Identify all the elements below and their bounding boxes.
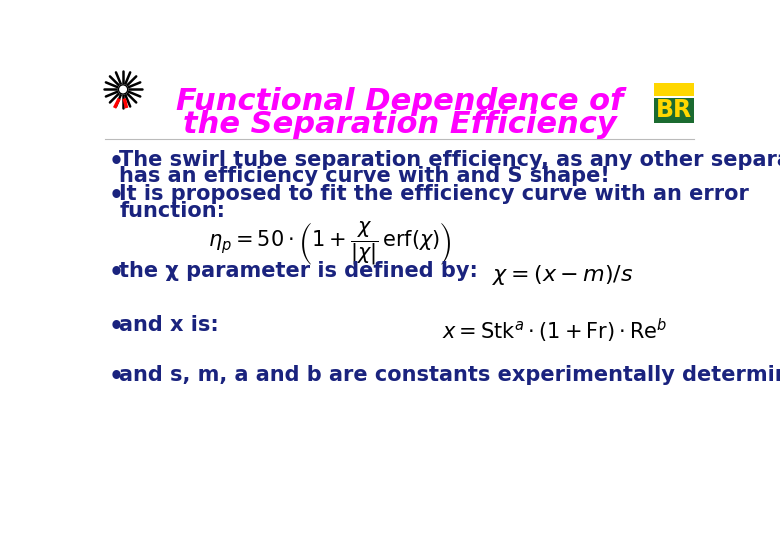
Text: $x = \mathrm{Stk}^a \cdot (1 + \mathrm{Fr}) \cdot \mathrm{Re}^b$: $x = \mathrm{Stk}^a \cdot (1 + \mathrm{F… bbox=[442, 316, 668, 345]
Circle shape bbox=[119, 85, 128, 94]
Text: Functional Dependence of: Functional Dependence of bbox=[176, 87, 623, 116]
Text: •: • bbox=[109, 184, 124, 208]
Text: BR: BR bbox=[656, 98, 692, 122]
FancyBboxPatch shape bbox=[654, 98, 694, 123]
Text: $\eta_p = 50 \cdot \left(1 + \dfrac{\chi}{|\chi|}\,\mathrm{erf}(\chi)\right)$: $\eta_p = 50 \cdot \left(1 + \dfrac{\chi… bbox=[208, 219, 452, 267]
FancyBboxPatch shape bbox=[654, 83, 694, 96]
Text: The swirl tube separation efficiency, as any other separator,: The swirl tube separation efficiency, as… bbox=[119, 150, 780, 170]
Text: •: • bbox=[109, 261, 124, 285]
Text: •: • bbox=[109, 150, 124, 173]
Text: •: • bbox=[109, 315, 124, 339]
Text: the Separation Efficiency: the Separation Efficiency bbox=[183, 110, 617, 139]
Text: the χ parameter is defined by:: the χ parameter is defined by: bbox=[119, 261, 478, 281]
Text: has an efficiency curve with and S shape!: has an efficiency curve with and S shape… bbox=[119, 166, 610, 186]
Text: •: • bbox=[109, 365, 124, 389]
Text: It is proposed to fit the efficiency curve with an error: It is proposed to fit the efficiency cur… bbox=[119, 184, 749, 204]
Text: and s, m, a and b are constants experimentally determined: and s, m, a and b are constants experime… bbox=[119, 365, 780, 385]
Text: function:: function: bbox=[119, 201, 225, 221]
Text: and x is:: and x is: bbox=[119, 315, 219, 335]
Text: $\chi = (x - m)/s$: $\chi = (x - m)/s$ bbox=[491, 262, 633, 287]
